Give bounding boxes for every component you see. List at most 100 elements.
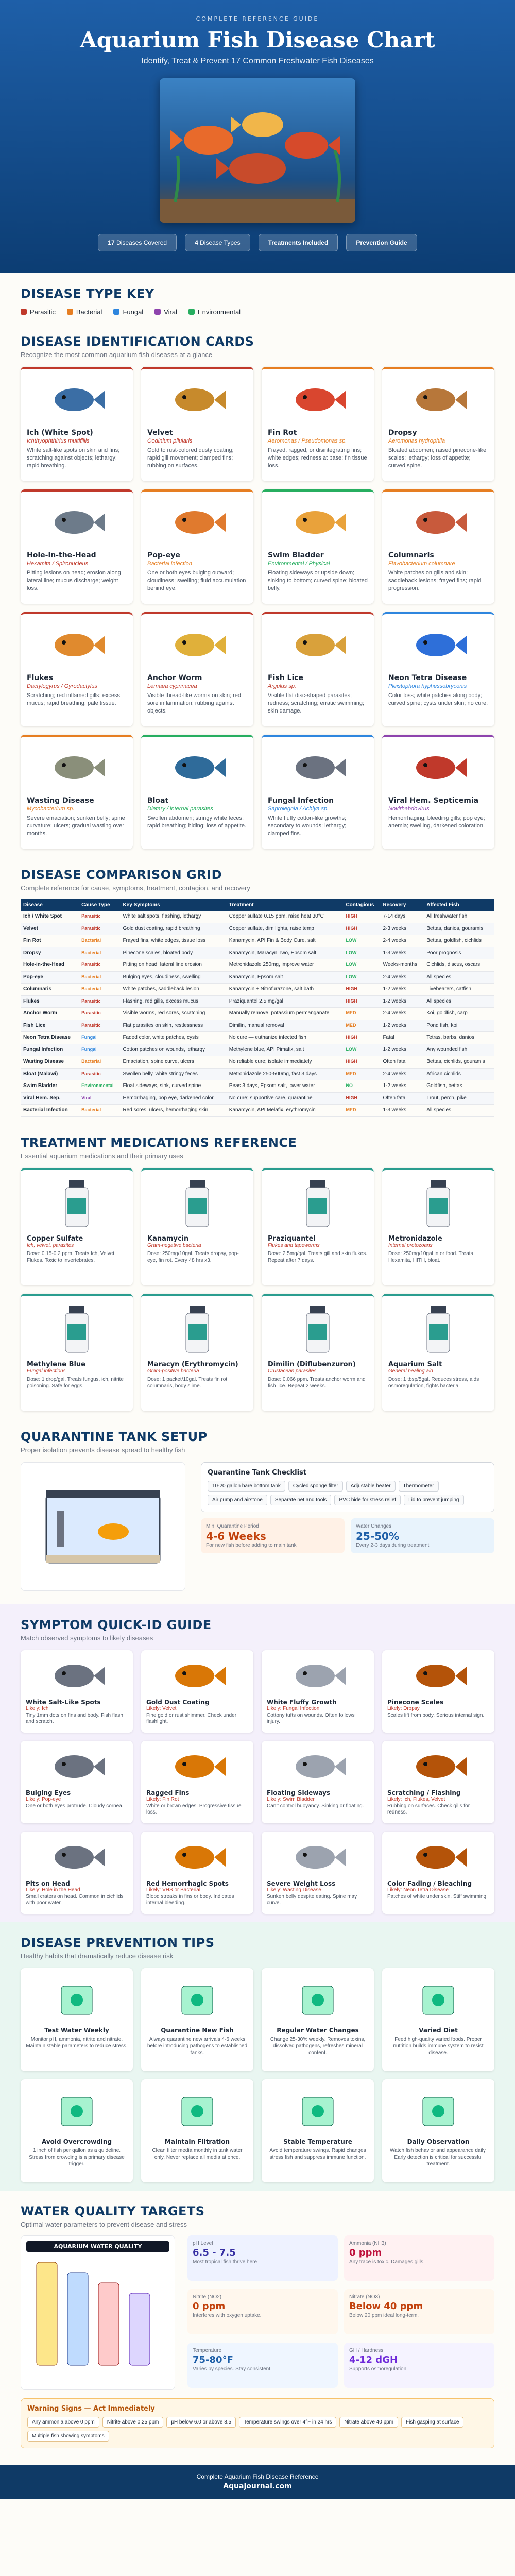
symptom-likely: Likely: Ich (26, 1705, 49, 1711)
medication-name: Maracyn (Erythromycin) (147, 1360, 238, 1368)
table-row: Hole-in-the-Head Parasitic Pitting on head… (21, 959, 494, 972)
medication-use: General healing aid (388, 1368, 433, 1374)
checklist-title: Quarantine Tank Checklist (208, 1468, 307, 1477)
disease-scientific-name: Novirhabdovirus (388, 806, 430, 812)
table-cell: LOW (343, 1044, 381, 1056)
prevention-illustration (26, 2084, 128, 2136)
disease-scientific-name: Lernaea cyprinacea (147, 683, 197, 689)
disease-description: Frayed, ragged, or disintegrating fins; … (268, 447, 367, 469)
symptom-card: White Fluffy Growth Likely: Fungal Infect… (262, 1650, 374, 1733)
table-header: Contagious (343, 899, 381, 911)
table-cell: Fin Rot (21, 935, 79, 947)
symptom-name: Color Fading / Bleaching (387, 1879, 472, 1887)
fish-icon (296, 388, 346, 411)
comparison-table: Disease Cause Type Key Symptoms Treatment Co… (21, 899, 494, 1117)
disease-illustration (147, 374, 247, 426)
disease-card: Flukes Dactylogyrus / Gyrodactylus Scratch… (21, 612, 133, 726)
table-cell: 2-4 weeks (380, 1007, 424, 1020)
symptom-description: Sunken belly despite eating. Spine may c… (267, 1893, 357, 1906)
disease-description: Scratching; red inflamed gills; excess m… (27, 692, 120, 706)
parameter-value: 0 ppm (193, 2300, 226, 2312)
table-cell: Frayed fins, white edges, tissue loss (120, 935, 227, 947)
quarantine-period-stat: Min. Quarantine Period 4-6 Weeks For new… (201, 1518, 345, 1553)
disease-description: Color loss; white patches along body; cu… (388, 692, 488, 706)
disease-name: Fungal Infection (268, 796, 334, 805)
fish-icon (175, 388, 226, 411)
disease-description: Visible thread-like worms on skin; red s… (147, 692, 241, 714)
prevention-card: Regular Water Changes Change 25-30% weekl… (262, 1968, 374, 2071)
disease-card: Hole-in-the-Head Hexamita / Spironucleus P… (21, 489, 133, 604)
table-cell: Praziquantel 2.5 mg/gal (226, 995, 344, 1008)
table-cell: Poor prognosis (424, 947, 494, 959)
fish-icon (55, 511, 105, 534)
fish-icon (55, 634, 105, 656)
symptom-name: Gold Dust Coating (146, 1698, 210, 1706)
disease-scientific-name: Flavobacterium columnare (388, 561, 455, 567)
quar-title: QUARANTINE TANK SETUP (21, 1429, 208, 1444)
symptom-illustration (387, 1655, 489, 1697)
table-cell: LOW (343, 959, 381, 972)
table-cell: Bettas, goldfish, cichlids (424, 935, 494, 947)
table-cell: Neon Tetra Disease (21, 1031, 79, 1044)
disease-name: Hole-in-the-Head (27, 551, 96, 560)
medication-use: Flukes and tapeworms (268, 1242, 320, 1248)
medication-description: Dose: 250mg/10gal. Treats dropsy, pop-ey… (147, 1250, 239, 1263)
disease-scientific-name: Mycobacterium sp. (27, 806, 75, 812)
disease-description: White patches on gills and skin; saddleb… (388, 570, 482, 591)
fish-icon (175, 1664, 226, 1687)
disease-scientific-name: Dactylogyrus / Gyrodactylus (27, 683, 97, 689)
page-title: Aquarium Fish Disease Chart (80, 27, 435, 53)
symptom-description: Scales lift from body. Serious internal … (387, 1712, 485, 1718)
water-parameter-card: GH / Hardness 4-12 dGH Supports osmoregula… (344, 2342, 494, 2388)
table-cell: Parasitic (79, 923, 121, 935)
meds-title: TREATMENT MEDICATIONS REFERENCE (21, 1135, 297, 1150)
prevention-illustration (387, 1973, 489, 2025)
symptom-card: Red Hemorrhagic Spots Likely: VHS or Bact… (141, 1831, 253, 1914)
prevention-description: Monitor pH, ammonia, nitrite and nitrate… (26, 2036, 128, 2049)
water-quality-panel: AQUARIUM WATER QUALITY (21, 2235, 175, 2390)
prevention-description: Watch fish behavior and appearance daily… (390, 2147, 487, 2167)
table-cell: Manually remove, potassium permanganate (226, 1007, 344, 1020)
symptom-description: Cottony tufts on wounds. Often follows i… (267, 1712, 355, 1725)
symptom-likely: Likely: VHS or Bacterial (146, 1887, 201, 1893)
fish-icon (175, 1845, 226, 1869)
parameter-value: 4-12 dGH (349, 2354, 398, 2365)
medication-bottle-icon (147, 1175, 247, 1232)
table-cell: Swim Bladder (21, 1080, 79, 1093)
medication-use: Internal protozoans (388, 1242, 433, 1248)
prevention-name: Avoid Overcrowding (41, 2138, 112, 2145)
table-row: Dropsy Bacterial Pinecone scales, bloated … (21, 947, 494, 959)
table-cell: All species (424, 971, 494, 984)
wq-title: WATER QUALITY TARGETS (21, 2204, 205, 2218)
table-row: Bacterial Infection Bacterial Red sores, u… (21, 1104, 494, 1117)
parameter-label: Nitrite (NO2) (193, 2294, 222, 2300)
disease-description: Gold to rust-colored dusty coating; rapi… (147, 447, 234, 469)
disease-name: Dropsy (388, 429, 417, 437)
water-quality-section: WATER QUALITY TARGETS Optimal water para… (0, 2191, 515, 2453)
table-cell: Flukes (21, 995, 79, 1008)
table-row: Anchor Worm Parasitic Visible worms, red s… (21, 1007, 494, 1020)
medication-description: Dose: 1 drop/gal. Treats fungus, ich, ni… (27, 1376, 124, 1389)
table-cell: Dimilin, manual removal (226, 1020, 344, 1032)
table-cell: Parasitic (79, 1020, 121, 1032)
prev-title: DISEASE PREVENTION TIPS (21, 1935, 215, 1950)
table-cell: Parasitic (79, 995, 121, 1008)
table-cell: Flat parasites on skin, restlessness (120, 1020, 227, 1032)
disease-description: Swollen abdomen; stringy white feces; ra… (147, 815, 247, 829)
table-cell: Bacterial (79, 983, 121, 996)
disease-description: One or both eyes bulging outward; cloudi… (147, 570, 246, 591)
disease-card: Fungal Infection Saprolegnia / Achlya sp.… (262, 735, 374, 849)
comp-title: DISEASE COMPARISON GRID (21, 868, 222, 882)
medication-description: Dose: 0.15-0.2 ppm. Treats Ich, Velvet, … (27, 1250, 116, 1263)
quarantine-checklist: Quarantine Tank Checklist 10-20 gallon b… (201, 1462, 494, 1512)
hero-pill: 4 Disease Types (185, 234, 250, 251)
disease-illustration (268, 619, 368, 671)
table-cell: No cure — euthanize infected fish (226, 1031, 344, 1044)
disease-card: Pop-eye Bacterial infection One or both ey… (141, 489, 253, 604)
table-cell: MED (343, 1068, 381, 1080)
prevention-description: Avoid temperature swings. Rapid changes … (269, 2147, 366, 2160)
water-parameter-card: Nitrate (NO3) Below 40 ppm Below 20 ppm id… (344, 2289, 494, 2334)
parameter-description: Below 20 ppm ideal long-term. (349, 2312, 419, 2318)
table-header: Treatment (226, 899, 344, 911)
symptom-illustration (26, 1655, 128, 1697)
